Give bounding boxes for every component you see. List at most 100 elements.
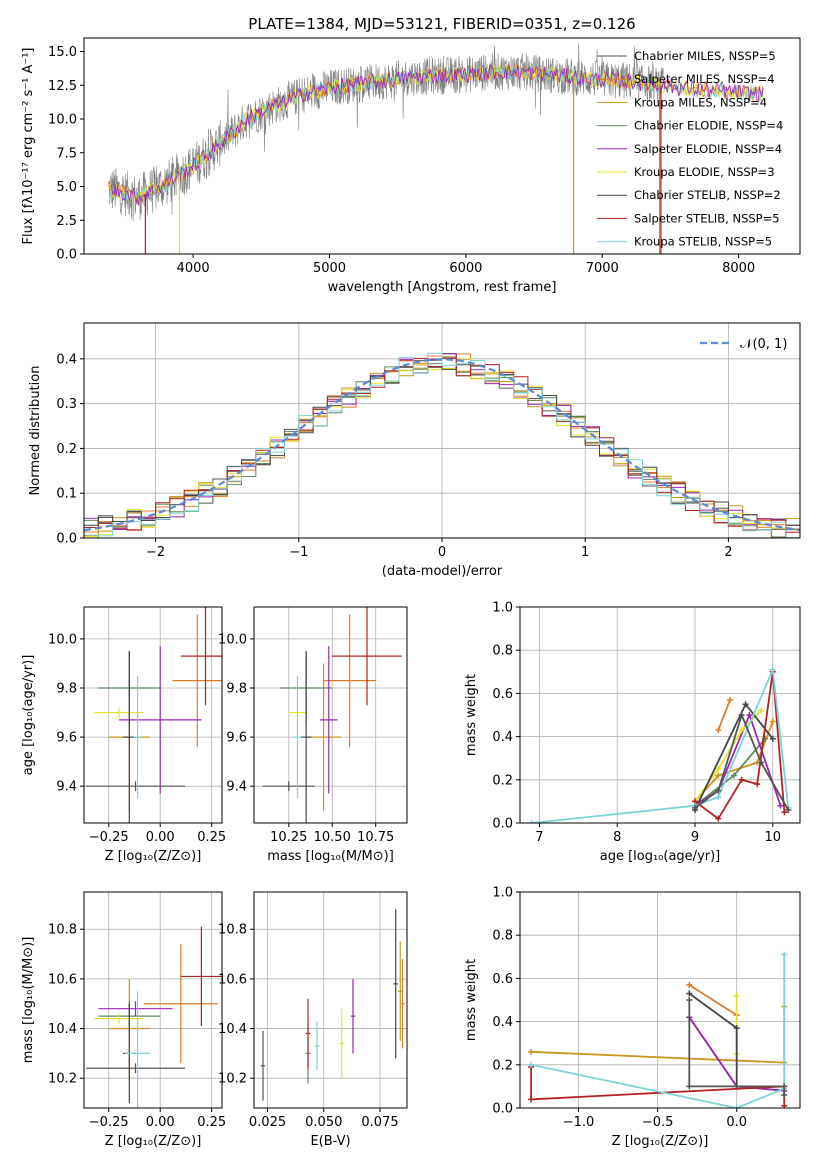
marker: [733, 1105, 740, 1108]
y-tick-label: 9.4: [226, 780, 247, 795]
marker: [758, 707, 765, 714]
y-tick-label: 0.2: [56, 442, 77, 457]
chart-title: PLATE=1384, MJD=53121, FIBERID=0351, z=0…: [248, 15, 635, 33]
gaussian-curve: [84, 358, 800, 532]
y-tick-label: 10.6: [218, 972, 247, 987]
x-tick-label: −0.25: [89, 1115, 129, 1130]
age_vs_Z-frame: [83, 606, 223, 824]
x-tick-label: 0: [438, 545, 446, 560]
y-tick-label: 9.4: [56, 780, 77, 795]
y-tick-label: 0.4: [56, 352, 77, 367]
mass-weight-series: [717, 699, 731, 731]
mass_vs_ebv-crosses: [260, 909, 405, 1101]
spectrum-lines: [108, 43, 764, 254]
marker: [785, 807, 792, 814]
y-tick-label: 9.8: [226, 682, 247, 697]
x-tick-label: 5000: [313, 261, 346, 276]
y-tick-label: 10.4: [48, 1022, 77, 1037]
x-axis-label: Z [log₁₀(Z/Z⊙)]: [105, 849, 202, 864]
marker: [686, 997, 693, 1003]
x-tick-label: 0.050: [305, 1115, 342, 1130]
x-tick-label: 0.25: [197, 830, 226, 845]
y-tick-label: 0.6: [492, 972, 513, 987]
legend-label: 𝒩(0, 1): [740, 337, 787, 352]
legend-label: Chabrier STELIB, NSSP=2: [634, 188, 781, 202]
massweight_vs_age-frame: [519, 606, 801, 824]
legend: Chabrier MILES, NSSP=5 Salpeter MILES, NS…: [597, 49, 783, 249]
y-tick-label: 10.0: [48, 113, 77, 128]
marker: [715, 787, 722, 794]
y-tick-label: 0.8: [492, 929, 513, 944]
marker: [781, 951, 788, 958]
x-tick-label: 8000: [722, 261, 755, 276]
mass-weight-series: [688, 1000, 786, 1095]
x-tick-label: −1: [289, 545, 308, 560]
mass_vs_ebv-frame: [253, 891, 408, 1109]
mass-weight-series: [694, 721, 774, 803]
x-tick-label: 6000: [449, 261, 482, 276]
histograms: [84, 352, 800, 538]
marker: [730, 772, 737, 779]
legend-label: Salpeter STELIB, NSSP=5: [634, 211, 780, 225]
mass-weight-series: [694, 671, 786, 821]
y-tick-label: 0.0: [492, 817, 513, 832]
marker: [746, 712, 753, 718]
x-axis-label: Z [log₁₀(Z/Z⊙)]: [612, 1134, 709, 1149]
y-axis-label: mass weight: [464, 674, 479, 756]
x-tick-label: −2: [146, 545, 165, 560]
massweight_vs_Z-lines: [528, 951, 788, 1108]
marker: [528, 820, 535, 823]
y-tick-label: 10.4: [218, 1022, 247, 1037]
x-tick-label: 10.25: [270, 830, 307, 845]
age_vs_mass-axes: 10.25 10.50 10.75 9.4 9.6 9.8 10.0 mass [log₁₀(…: [218, 607, 407, 864]
marker: [754, 781, 761, 788]
legend-label: Kroupa MILES, NSSP=4: [634, 95, 767, 109]
marker: [769, 666, 776, 673]
marker: [686, 990, 693, 997]
y-tick-label: 10.0: [48, 632, 77, 647]
y-tick-label: 15.0: [48, 45, 77, 60]
marker: [769, 735, 776, 742]
y-tick-label: 0.0: [56, 248, 77, 263]
age_vs_mass-frame: [253, 606, 408, 824]
marker: [769, 718, 776, 725]
y-tick-label: 12.5: [48, 79, 77, 94]
x-tick-label: 10.75: [357, 830, 394, 845]
y-tick-label: 10.0: [218, 632, 247, 647]
legend: 𝒩(0, 1): [700, 337, 787, 352]
age_vs_Z-axes: −0.25 0.00 0.25 9.4 9.6 9.8 10.0 Z [log₁₀(Z/Z⊙)…: [21, 607, 226, 864]
spectrum-frame: [83, 37, 801, 255]
y-tick-label: 0.4: [492, 1015, 513, 1030]
y-tick-label: 0.4: [492, 730, 513, 745]
marker: [738, 727, 745, 734]
model-spectrum: [111, 63, 764, 205]
legend-label: Chabrier ELODIE, NSSP=4: [634, 119, 783, 133]
x-tick-label: −1.0: [563, 1115, 595, 1130]
y-tick-label: 10.2: [48, 1072, 77, 1087]
x-tick-label: 8: [613, 830, 621, 845]
x-tick-label: 4000: [177, 261, 210, 276]
x-tick-label: 9: [691, 830, 699, 845]
y-tick-label: 1.0: [492, 601, 513, 616]
age_vs_mass-crosses: [262, 607, 402, 823]
legend-label: Kroupa STELIB, NSSP=5: [634, 235, 772, 249]
x-tick-label: 0.025: [249, 1115, 286, 1130]
massweight_vs_age-lines: [528, 666, 792, 823]
x-tick-label: 10: [765, 830, 782, 845]
y-tick-label: 10.6: [48, 972, 77, 987]
y-tick-label: 0.0: [492, 1102, 513, 1117]
x-axis-label: Z [log₁₀(Z/Z⊙)]: [105, 1134, 202, 1149]
x-tick-label: 1: [581, 545, 589, 560]
legend-label: Salpeter ELODIE, NSSP=4: [634, 142, 782, 156]
x-tick-label: 10.50: [314, 830, 351, 845]
marker: [727, 696, 733, 703]
mass_vs_Z-frame: [83, 891, 223, 1109]
y-tick-label: 9.6: [56, 731, 77, 746]
marker: [777, 802, 784, 809]
marker: [715, 766, 722, 772]
marker: [715, 794, 722, 801]
marker: [528, 1048, 535, 1055]
y-tick-label: 1.0: [492, 886, 513, 901]
y-tick-label: 0.0: [56, 532, 77, 547]
legend-label: Chabrier MILES, NSSP=5: [634, 49, 776, 63]
